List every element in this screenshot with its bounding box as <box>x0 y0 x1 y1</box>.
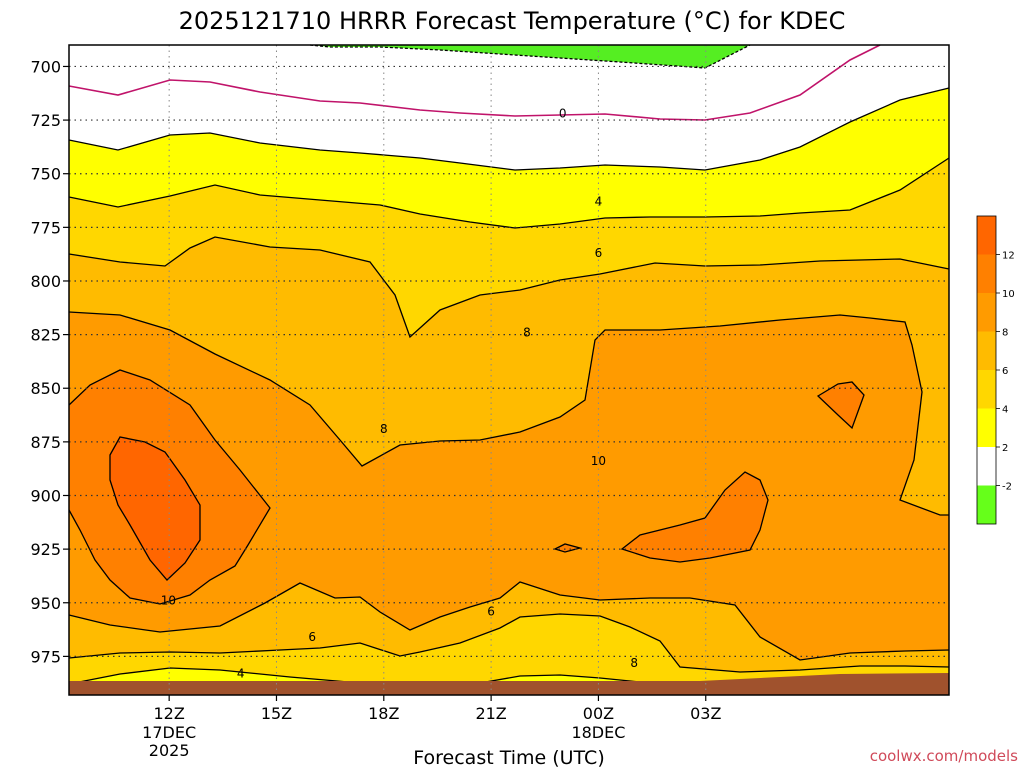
colorbar-swatch <box>977 254 996 293</box>
contour-8-lower <box>68 581 950 661</box>
y-tick-label: 900 <box>30 486 61 505</box>
contour-fills <box>69 45 949 695</box>
contour-minus2 <box>309 44 751 69</box>
y-tick-label: 750 <box>30 165 61 184</box>
band-2-4-surface <box>69 668 660 684</box>
band-minus2-2 <box>69 45 949 170</box>
y-tick-label: 850 <box>30 379 61 398</box>
x-axis-label: Forecast Time (UTC) <box>413 747 604 768</box>
x-tick-label: 03Z <box>690 704 721 723</box>
contour-4 <box>68 157 950 229</box>
band-10-12-small <box>818 382 864 428</box>
y-tick-label: 975 <box>30 647 61 666</box>
contour-label: 0 <box>559 107 567 121</box>
contour-label: 10 <box>591 454 606 468</box>
y-axis: 700 725 750 775 800 825 850 875 900 925 950 975 <box>30 57 69 666</box>
x-tick-year: 2025 <box>149 741 190 760</box>
x-tick-label: 15Z <box>261 704 292 723</box>
colorbar-swatch <box>977 485 996 524</box>
band-4-6 <box>69 614 949 695</box>
contour-8 <box>68 311 949 516</box>
y-tick-label: 925 <box>30 540 61 559</box>
contour-label: 8 <box>380 422 388 436</box>
colorbar-label: 10 <box>1002 289 1015 300</box>
y-tick-label: 775 <box>30 218 61 237</box>
colorbar: -2 2 4 6 8 10 12 <box>976 215 1015 525</box>
contour-10-tiny <box>553 543 583 553</box>
colorbar-swatch <box>977 370 996 409</box>
y-tick-label: 875 <box>30 433 61 452</box>
x-tick-date: 18DEC <box>571 723 625 742</box>
contour-10-small <box>816 381 865 430</box>
contour-2 <box>68 87 950 171</box>
contour-10-right <box>620 471 769 563</box>
contour-label: 6 <box>308 630 316 644</box>
y-tick-label: 800 <box>30 272 61 291</box>
band-10-12-right <box>622 472 768 562</box>
band-below-minus2 <box>310 45 750 68</box>
grid <box>69 45 949 695</box>
y-tick-label: 950 <box>30 594 61 613</box>
ground <box>69 673 949 695</box>
y-tick-label: 825 <box>30 326 61 345</box>
contour-label: 6 <box>595 246 603 260</box>
band-above-12 <box>110 437 200 580</box>
contour-label: 4 <box>595 195 603 209</box>
plot-frame <box>68 44 950 696</box>
colorbar-label: 4 <box>1002 405 1008 416</box>
credit-text: coolwx.com/models <box>870 747 1018 765</box>
colorbar-label: 6 <box>1002 366 1008 377</box>
y-tick-label: 725 <box>30 111 61 130</box>
contour-6-lower <box>68 613 950 673</box>
contour-label: 10 <box>161 594 176 608</box>
colorbar-swatch <box>977 293 996 332</box>
band-2-4 <box>69 88 949 228</box>
contour-label: 4 <box>237 667 245 681</box>
contour-label: 8 <box>630 656 638 670</box>
contour-12 <box>109 436 201 581</box>
plot-area: 0 4 6 8 8 10 10 6 6 4 8 <box>68 44 950 696</box>
contour-lines <box>68 44 950 685</box>
colorbar-label: 2 <box>1002 443 1008 454</box>
x-tick-label: 00Z <box>583 704 614 723</box>
colorbar-label: -2 <box>1002 482 1012 493</box>
contour-4-lower <box>68 667 661 685</box>
contour-10-left <box>68 369 271 605</box>
x-tick-label: 18Z <box>368 704 399 723</box>
colorbar-swatch <box>977 331 996 370</box>
colorbar-swatch <box>977 447 996 486</box>
colorbar-label: 8 <box>1002 328 1008 339</box>
y-tick-label: 700 <box>30 57 61 76</box>
contour-6 <box>68 236 950 339</box>
x-tick-label: 12Z <box>153 704 184 723</box>
chart-title: 2025121710 HRRR Forecast Temperature (°C… <box>179 7 846 35</box>
contour-label: 8 <box>523 325 531 339</box>
contour-labels: 0 4 6 8 8 10 10 6 6 4 8 <box>161 107 638 681</box>
colorbar-swatch <box>977 408 996 447</box>
contour-zero <box>68 44 881 121</box>
colorbar-swatch <box>977 216 996 255</box>
contour-label: 6 <box>487 604 495 618</box>
x-tick-label: 21Z <box>475 704 506 723</box>
colorbar-label: 12 <box>1002 251 1015 262</box>
x-tick-date: 17DEC <box>142 723 196 742</box>
